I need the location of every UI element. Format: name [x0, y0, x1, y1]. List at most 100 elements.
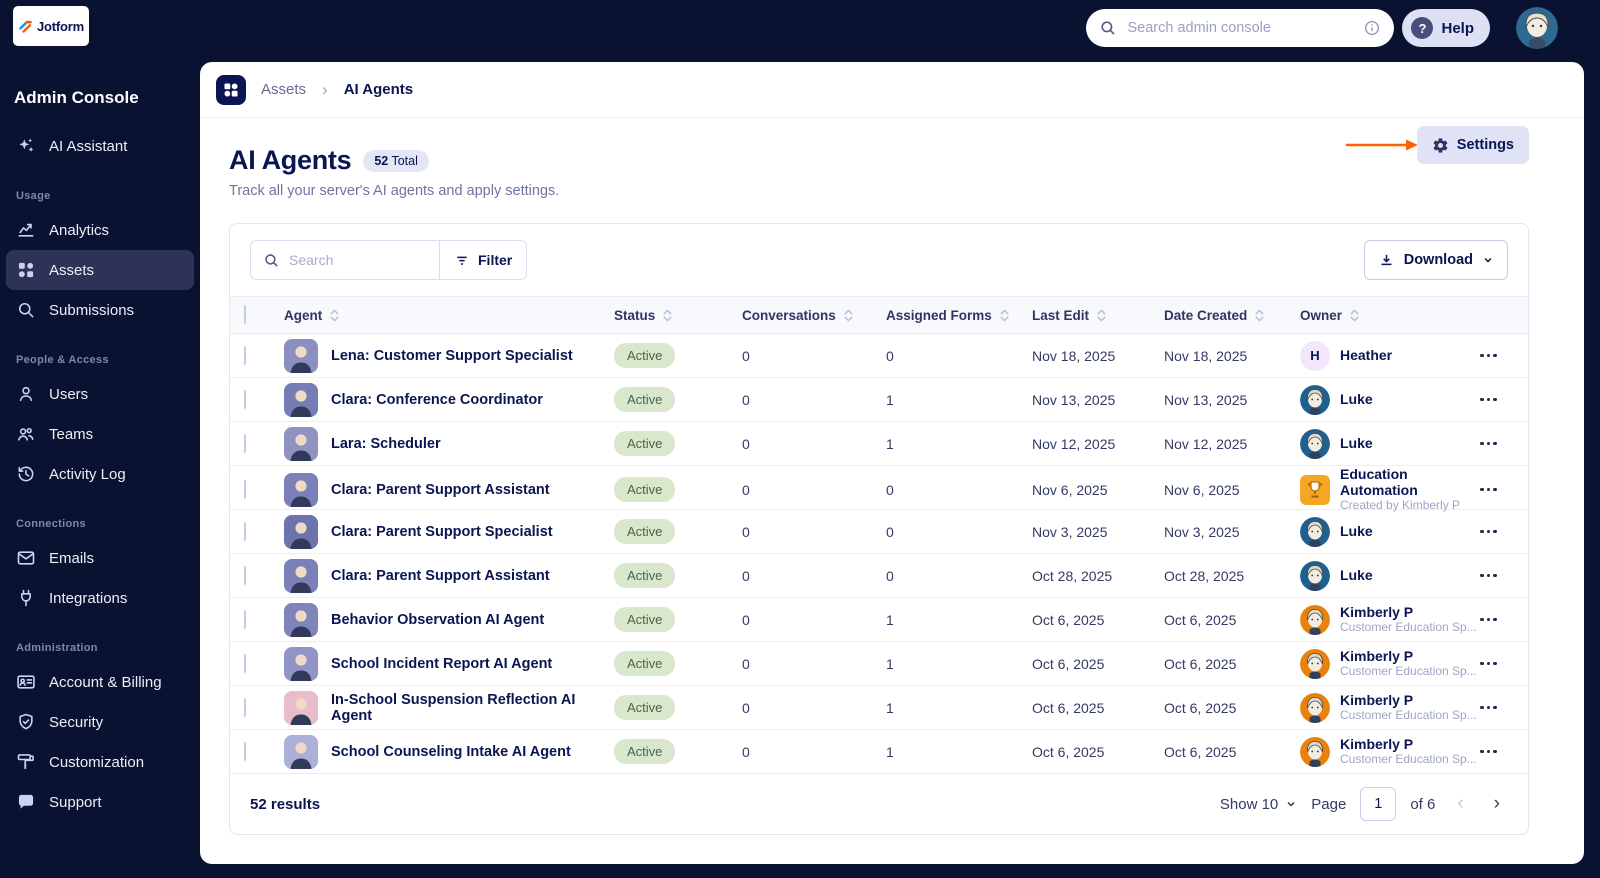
sidebar-item-activity-log[interactable]: Activity Log	[6, 454, 194, 494]
agent-name[interactable]: School Incident Report AI Agent	[331, 655, 553, 672]
row-checkbox[interactable]	[244, 479, 246, 499]
page-number-input[interactable]	[1360, 787, 1397, 821]
page-subtitle: Track all your server's AI agents and ap…	[229, 183, 560, 199]
table-search[interactable]	[251, 241, 439, 279]
date-created-value: Oct 6, 2025	[1164, 743, 1237, 760]
owner-cell: Luke	[1300, 516, 1480, 547]
sidebar-item-submissions[interactable]: Submissions	[6, 290, 194, 330]
breadcrumb-parent[interactable]: Assets	[261, 81, 307, 98]
select-all-checkbox[interactable]	[244, 305, 246, 324]
jotform-logo[interactable]: Jotform	[13, 6, 89, 46]
conversations-value: 0	[742, 655, 750, 672]
sidebar-item-account-billing[interactable]: Account & Billing	[6, 662, 194, 702]
sidebar-item-emails[interactable]: Emails	[6, 538, 194, 578]
row-actions-menu[interactable]	[1480, 656, 1528, 672]
column-header-status[interactable]: Status	[614, 308, 742, 323]
agent-avatar	[284, 338, 318, 373]
chevron-down-icon	[1484, 257, 1492, 263]
sidebar-item-integrations[interactable]: Integrations	[6, 578, 194, 618]
sidebar-item-customization[interactable]: Customization	[6, 742, 194, 782]
row-actions-menu[interactable]	[1480, 436, 1528, 452]
row-actions-menu[interactable]	[1480, 524, 1528, 540]
sidebar-item-ai-assistant[interactable]: AI Assistant	[6, 126, 194, 166]
settings-button[interactable]: Settings	[1416, 126, 1529, 164]
agent-name[interactable]: Clara: Parent Support Assistant	[331, 567, 550, 584]
assets-breadcrumb-icon[interactable]	[216, 74, 246, 105]
sidebar-item-label: Teams	[49, 425, 94, 443]
annotation-arrow	[1346, 139, 1418, 151]
column-header-agent[interactable]: Agent	[284, 308, 614, 323]
agent-name[interactable]: Clara: Parent Support Assistant	[331, 481, 550, 498]
row-checkbox[interactable]	[244, 345, 246, 365]
sidebar-item-analytics[interactable]: Analytics	[6, 210, 194, 250]
logo-text: Jotform	[37, 18, 84, 34]
info-icon[interactable]	[1363, 19, 1381, 37]
row-checkbox[interactable]	[244, 653, 246, 673]
agent-name[interactable]: In-School Suspension Reflection AI Agent	[331, 691, 576, 724]
column-header-assigned-forms[interactable]: Assigned Forms	[886, 308, 1032, 323]
show-per-page-select[interactable]: Show 10	[1220, 796, 1297, 813]
column-header-date-created[interactable]: Date Created	[1164, 308, 1300, 323]
agent-name[interactable]: Clara: Conference Coordinator	[331, 391, 543, 408]
row-checkbox[interactable]	[244, 565, 246, 585]
row-actions-menu[interactable]	[1480, 744, 1528, 760]
prev-page-button[interactable]: ‹	[1457, 793, 1464, 814]
support-icon: ?	[16, 792, 36, 812]
agent-name[interactable]: Behavior Observation AI Agent	[331, 611, 545, 628]
owner-cell: Education Automation Created by Kimberly…	[1300, 466, 1480, 513]
filter-button[interactable]: Filter	[439, 241, 527, 279]
agent-name[interactable]: Clara: Parent Support Specialist	[331, 523, 553, 540]
user-avatar[interactable]	[1516, 7, 1558, 49]
row-actions-menu[interactable]	[1480, 348, 1528, 364]
sidebar-item-label: Analytics	[49, 221, 110, 239]
sort-icon	[661, 309, 674, 322]
column-header-owner[interactable]: Owner	[1300, 308, 1480, 323]
sidebar-item-security[interactable]: Security	[6, 702, 194, 742]
row-checkbox[interactable]	[244, 521, 246, 541]
column-header-last-edit[interactable]: Last Edit	[1032, 308, 1164, 323]
row-checkbox[interactable]	[244, 389, 246, 409]
owner-cell: Kimberly P Customer Education Sp...	[1300, 648, 1480, 679]
row-actions-menu[interactable]	[1480, 392, 1528, 408]
row-checkbox[interactable]	[244, 433, 246, 453]
row-checkbox[interactable]	[244, 697, 246, 717]
sidebar-item-label: Submissions	[49, 301, 135, 319]
sidebar-item-teams[interactable]: Teams	[6, 414, 194, 454]
table-row: Lara: Scheduler Active 0 1 Nov 12, 2025 …	[230, 422, 1528, 466]
agent-name[interactable]: Lena: Customer Support Specialist	[331, 347, 573, 364]
owner-name: Luke	[1340, 435, 1373, 452]
row-checkbox[interactable]	[244, 741, 246, 761]
admin-search-input[interactable]	[1127, 20, 1354, 36]
download-button[interactable]: Download	[1363, 240, 1508, 280]
assigned-forms-value: 1	[886, 435, 894, 452]
sort-icon	[842, 309, 855, 322]
admin-search[interactable]	[1086, 9, 1395, 47]
download-label: Download	[1403, 252, 1473, 268]
filter-label: Filter	[478, 252, 513, 268]
sidebar-item-assets[interactable]: Assets	[6, 250, 194, 290]
question-icon: ?	[1411, 17, 1434, 39]
breadcrumb-current: AI Agents	[343, 81, 414, 98]
column-header-conversations[interactable]: Conversations	[742, 308, 886, 323]
sidebar-item-users[interactable]: Users	[6, 374, 194, 414]
agent-name[interactable]: School Counseling Intake AI Agent	[331, 743, 571, 760]
row-actions-menu[interactable]	[1480, 612, 1528, 628]
row-actions-menu[interactable]	[1480, 700, 1528, 716]
owner-cell: Kimberly P Customer Education Sp...	[1300, 736, 1480, 767]
page-label: Page	[1311, 795, 1347, 813]
table-search-input[interactable]	[289, 252, 409, 268]
help-button[interactable]: ? Help	[1402, 9, 1490, 47]
next-page-button[interactable]: ›	[1493, 793, 1500, 814]
row-actions-menu[interactable]	[1480, 568, 1528, 584]
jotform-logo-icon	[19, 20, 32, 33]
assigned-forms-value: 1	[886, 611, 894, 628]
sort-icon	[1253, 309, 1266, 322]
status-badge: Active	[614, 607, 676, 632]
agent-name[interactable]: Lara: Scheduler	[331, 435, 441, 452]
table-row: In-School Suspension Reflection AI Agent…	[230, 686, 1528, 730]
row-checkbox[interactable]	[244, 609, 246, 629]
search-icon	[16, 300, 36, 320]
conversations-value: 0	[742, 699, 750, 716]
row-actions-menu[interactable]	[1480, 482, 1528, 498]
sidebar-item-support[interactable]: ? Support	[6, 782, 194, 822]
